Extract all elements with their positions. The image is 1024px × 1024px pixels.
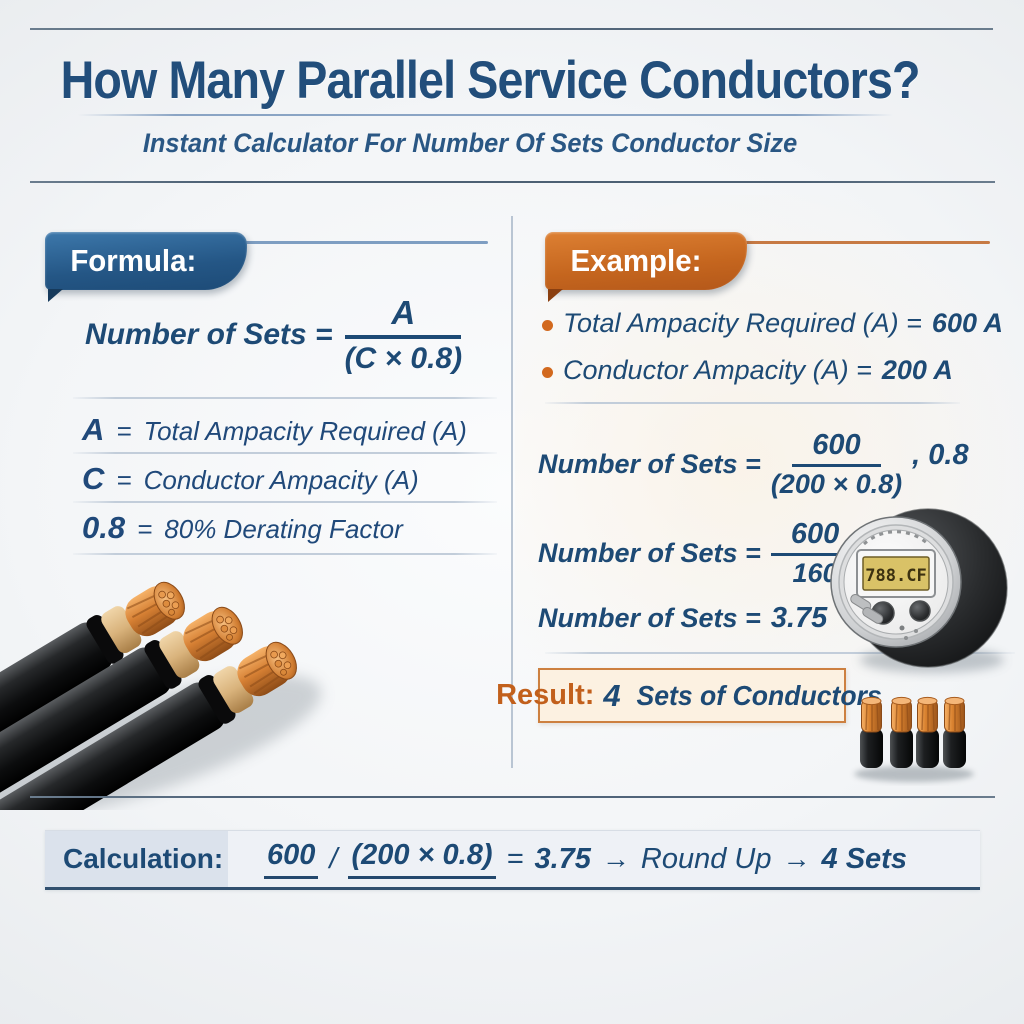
bullet-value: 200 A [881, 355, 953, 385]
result-text: Sets of Conductors [636, 679, 882, 711]
definition-row: 0.8 = 80% Derating Factor [82, 510, 403, 546]
step-suffix: , 0.8 [912, 438, 969, 471]
calc-round-up: Round Up [640, 842, 772, 875]
page-subtitle: Instant Calculator For Number Of Sets Co… [0, 128, 940, 159]
arrow-right-icon: → [601, 843, 630, 874]
step-denominator: (200 × 0.8) [770, 468, 903, 499]
calculation-bar: Calculation: 600 / (200 × 0.8) = 3.75 → … [45, 830, 980, 890]
separator-line [73, 501, 497, 503]
definition-row: C = Conductor Ampacity (A) [82, 461, 419, 497]
definition-text: 80% Derating Factor [164, 514, 403, 544]
title-underline [78, 114, 893, 116]
definition-equals: = [116, 416, 132, 446]
arrow-right-icon: → [782, 843, 811, 874]
calc-value: 3.75 [534, 842, 591, 875]
calculation-label-text: Calculation: [63, 843, 224, 874]
page-subtitle-text: Instant Calculator For Number Of Sets Co… [142, 128, 798, 158]
calc-step: Number of Sets = 3.75 [538, 598, 827, 638]
definition-symbol: 0.8 [82, 510, 126, 545]
step-lhs: Number of Sets = [538, 448, 761, 479]
calc-denominator: (200 × 0.8) [348, 839, 496, 879]
step-lhs: Number of Sets = [538, 602, 761, 633]
bullet-item: Total Ampacity Required (A) = 600 A [542, 308, 1003, 339]
formula-equation: Number of Sets = A (C × 0.8) [85, 295, 463, 375]
definition-symbol: C [82, 461, 105, 496]
definition-text: Total Ampacity Required (A) [143, 416, 467, 446]
formula-accent-line [228, 241, 488, 244]
calc-numerator: 600 [264, 839, 319, 879]
definition-equals: = [137, 514, 153, 544]
bullet-item: Conductor Ampacity (A) = 200 A [542, 355, 953, 386]
conductor-stubs-illustration [854, 696, 974, 782]
formula-lhs: Number of Sets = [85, 318, 333, 352]
calc-step: Number of Sets = 600 (200 × 0.8) , 0.8 [538, 428, 969, 500]
bullet-label: Total Ampacity Required (A) = [563, 308, 922, 338]
bullet-value: 600 A [931, 308, 1003, 338]
example-ribbon: Example: [545, 232, 747, 302]
cables-illustration [0, 581, 322, 810]
electric-meter-illustration: 788.CF [830, 508, 1008, 673]
step-fraction: 600 (200 × 0.8) [771, 430, 902, 498]
result-number: 4 [603, 677, 621, 713]
top-divider [30, 28, 993, 30]
formula-ribbon: Formula: [45, 232, 247, 302]
page-title: How Many Parallel Service Conductors? [0, 50, 980, 111]
calculation-label: Calculation: [45, 831, 228, 887]
separator-line [73, 553, 497, 555]
definition-equals: = [116, 465, 132, 495]
meter-display: 788.CF [865, 566, 926, 586]
formula-fraction: A (C × 0.8) [344, 295, 463, 375]
separator-line [73, 452, 497, 454]
step-lhs: Number of Sets = [538, 537, 761, 568]
separator-line [73, 397, 497, 399]
example-accent-line [728, 241, 990, 244]
calc-step: Number of Sets = 600 160 [538, 519, 860, 588]
step-numerator: 600 [770, 519, 860, 556]
result-box: Result: 4 Sets of Conductors [496, 668, 881, 723]
step-denominator: 160 [792, 557, 838, 588]
step-fraction: 600 160 [770, 519, 860, 588]
separator-line [545, 652, 1015, 654]
result-label: Result: [496, 679, 595, 711]
calculation-equation: 600 / (200 × 0.8) = 3.75 → Round Up → 4 … [228, 831, 980, 887]
example-heading: Example: [570, 243, 702, 278]
section-divider [30, 796, 995, 798]
step-value: 3.75 [770, 601, 828, 634]
formula-denominator: (C × 0.8) [344, 341, 463, 375]
formula-numerator: A [345, 295, 462, 339]
definition-symbol: A [82, 412, 105, 447]
bullet-dot-icon [542, 367, 553, 378]
definition-row: A = Total Ampacity Required (A) [82, 412, 467, 448]
column-divider [511, 216, 513, 768]
step-numerator: 600 [792, 430, 881, 467]
page-title-text: How Many Parallel Service Conductors? [60, 51, 920, 110]
calc-final: 4 Sets [821, 842, 907, 875]
header-divider [30, 181, 995, 183]
separator-line [545, 402, 960, 404]
calc-equals: = [506, 842, 524, 875]
formula-heading: Formula: [70, 243, 197, 278]
definition-text: Conductor Ampacity (A) [143, 465, 419, 495]
bullet-dot-icon [542, 320, 553, 331]
calc-slash: / [329, 842, 338, 875]
bullet-label: Conductor Ampacity (A) = [563, 355, 872, 385]
